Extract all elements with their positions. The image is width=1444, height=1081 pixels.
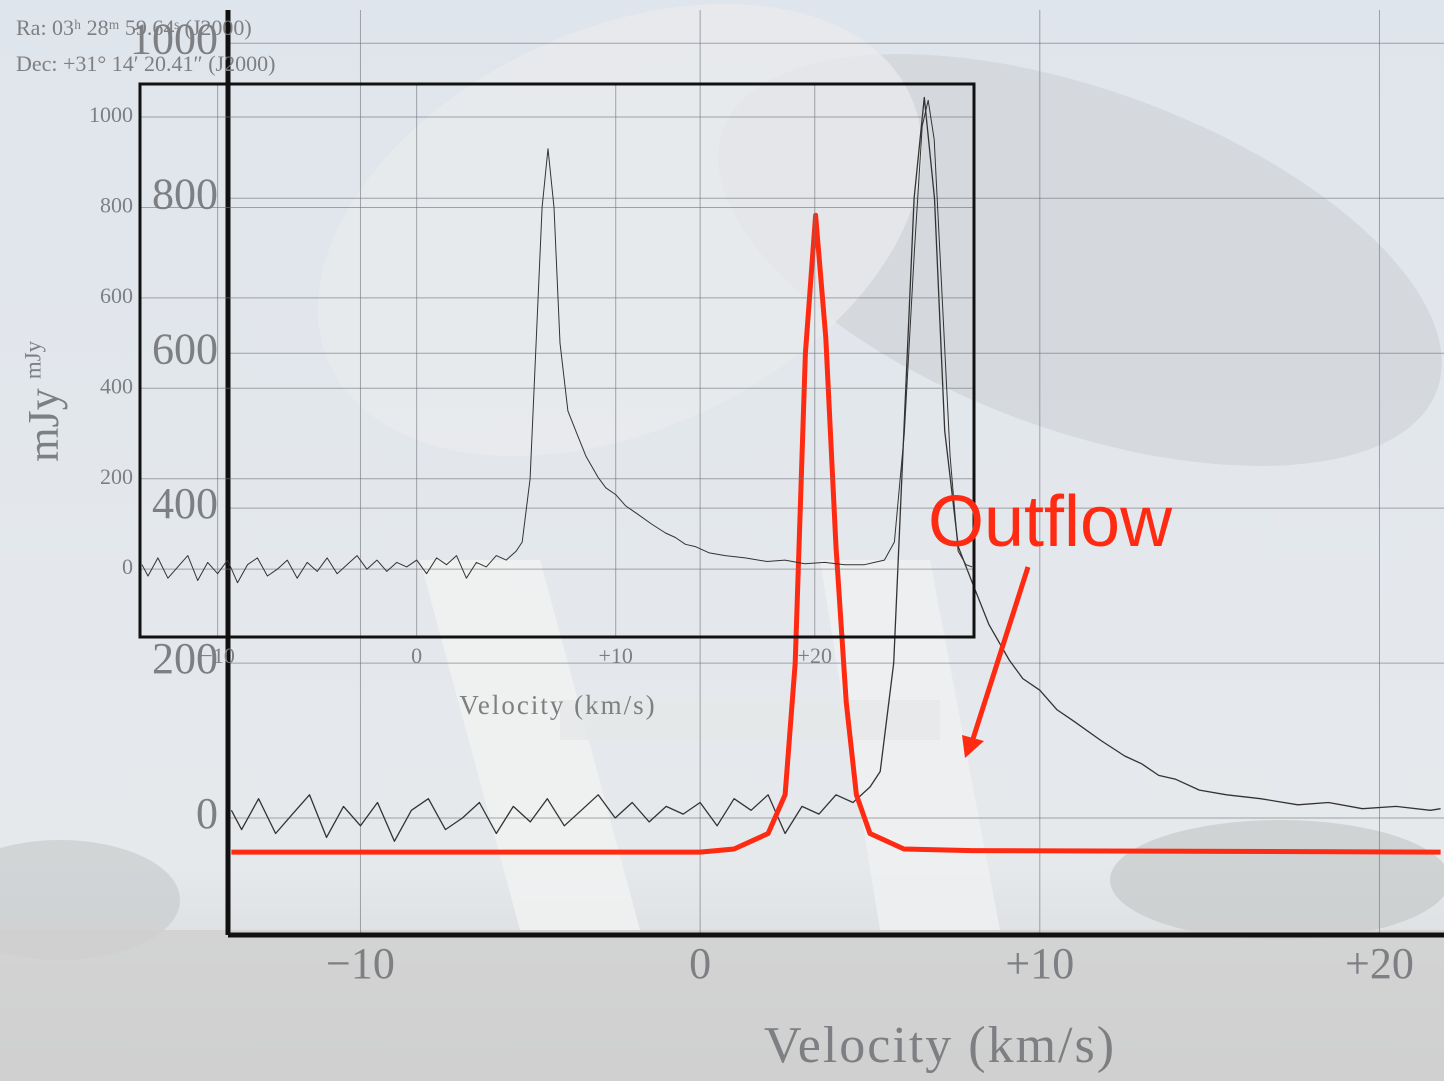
- x-axis-label: Velocity (km/s): [459, 690, 656, 720]
- y-tick-label: 600: [100, 283, 133, 308]
- y-tick-label: 400: [100, 373, 133, 398]
- plot-frame: [138, 82, 976, 639]
- spectrum-line: [141, 99, 973, 584]
- y-axis-label: mJy: [19, 388, 68, 462]
- x-axis-label: Velocity (km/s): [764, 1017, 1116, 1074]
- x-tick-label: 0: [411, 643, 422, 668]
- spectrum-line: [230, 96, 1441, 842]
- main-chart: −10 0 +10 +20 0 200 400 600 800 1000 Velocity (km/…: [19, 10, 1444, 1074]
- y-tick-label: 800: [100, 192, 133, 217]
- y-tick-label: 0: [196, 789, 218, 838]
- x-tick-label: +10: [599, 643, 633, 668]
- plots: −10 0 +10 +20 0 200 400 600 800 1000 Velocity (km/…: [19, 10, 1444, 1074]
- y-tick-label: 400: [152, 479, 218, 528]
- x-tick-label: −10: [200, 643, 234, 668]
- spectrum-line: [231, 212, 1441, 855]
- y-tick-label: 800: [152, 169, 218, 218]
- y-tick-label: 1000: [130, 14, 218, 63]
- inset-chart: −10 0 +10 +20 0 200 400 600 800 1000 Velocity (km/…: [20, 82, 976, 720]
- annotation: Outflow: [928, 482, 1173, 562]
- y-axis-label: mJy: [20, 340, 45, 379]
- y-tick-label: 200: [100, 464, 133, 489]
- y-tick-label: 200: [152, 634, 218, 683]
- x-tick-label: +20: [798, 643, 832, 668]
- y-tick-label: 0: [122, 554, 133, 579]
- annotation-arrow: [969, 566, 1031, 743]
- x-tick-label: +10: [1005, 939, 1074, 988]
- arrow-head: [962, 735, 984, 758]
- x-tick-label: +20: [1345, 939, 1414, 988]
- x-tick-label: −10: [326, 939, 395, 988]
- ra-coordinate: Ra: 03ʰ 28ᵐ 59.64ˢ (J2000): [16, 15, 252, 40]
- x-tick-label: 0: [689, 939, 711, 988]
- dec-coordinate: Dec: +31° 14′ 20.41″ (J2000): [16, 51, 275, 76]
- y-tick-label: 600: [152, 324, 218, 373]
- y-tick-label: 1000: [89, 102, 133, 127]
